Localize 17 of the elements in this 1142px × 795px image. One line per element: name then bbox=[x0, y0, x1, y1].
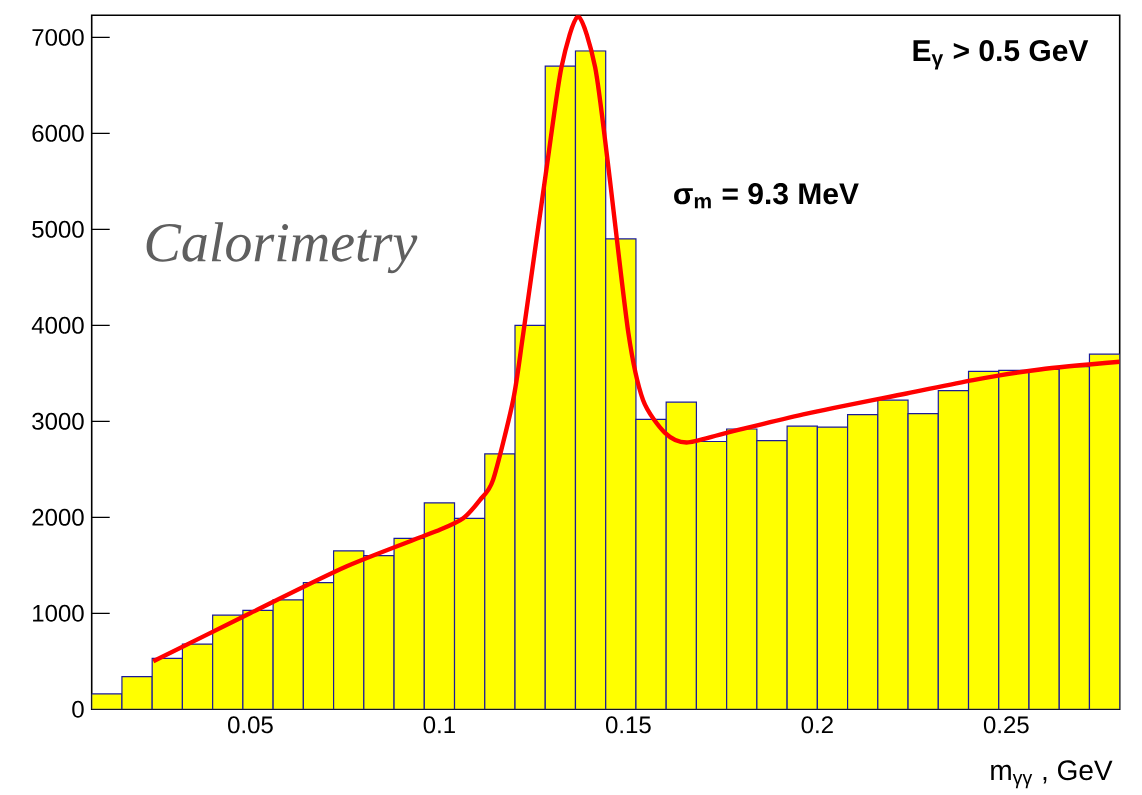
x-tick-label: 0.1 bbox=[423, 716, 455, 734]
annotation: E$_{γ}$ > 0.5 GeV bbox=[913, 40, 1089, 70]
x-tick-label: 0.2 bbox=[801, 716, 833, 734]
y-tick-label: 5000 bbox=[32, 220, 84, 238]
x-tick-label: 0.05 bbox=[228, 716, 273, 734]
y-tick-label: 3000 bbox=[32, 412, 84, 430]
x-axis-title: m$_{γγ}$ , GeV bbox=[991, 760, 1113, 789]
x-tick-label: 0.15 bbox=[605, 716, 651, 734]
y-tick-label: 4000 bbox=[31, 316, 84, 334]
y-tick-label: 7000 bbox=[32, 28, 84, 46]
annotation: σ$_{m}$ = 9.3 MeV bbox=[674, 183, 859, 209]
annotation: Calorimetry bbox=[146, 222, 418, 274]
y-tick-label: 6000 bbox=[32, 124, 84, 142]
y-tick-label: 2000 bbox=[32, 508, 84, 526]
x-tick-label: 0.25 bbox=[983, 716, 1029, 734]
y-tick-label: 1000 bbox=[33, 604, 84, 622]
y-tick-label: 0 bbox=[72, 700, 84, 718]
